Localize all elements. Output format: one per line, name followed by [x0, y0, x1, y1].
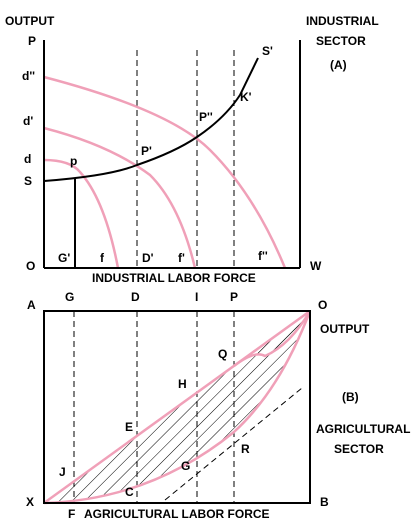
axis-title: INDUSTRIAL LABOR FORCE [92, 271, 256, 285]
axis-label: d'' [22, 69, 35, 83]
corner-label: X [26, 495, 34, 509]
axis-label: f'' [258, 249, 268, 263]
supply-curve [43, 57, 259, 182]
corner-label: B [320, 495, 329, 509]
top-label: P [230, 290, 238, 304]
panel-label: (A) [330, 58, 347, 72]
corner-label: O [318, 298, 327, 312]
point-label: S' [262, 44, 273, 58]
axis-title: AGRICULTURAL LABOR FORCE [84, 507, 270, 521]
corner-label: A [27, 298, 36, 312]
panel-b: A O X B F AGRICULTURAL LABOR FORCE G D I… [26, 290, 410, 521]
point-label: P' [141, 144, 152, 158]
axis-label: O [26, 259, 35, 273]
production-curve [43, 310, 312, 505]
sector-label: AGRICULTURAL [316, 422, 410, 436]
point-label: R [241, 442, 250, 456]
axis-label: f' [178, 251, 185, 265]
demand-curve-d [43, 158, 120, 269]
top-label: I [195, 290, 198, 304]
production-curve [233, 310, 312, 367]
frame [43, 310, 311, 504]
axis-label: f [100, 251, 105, 265]
panel-label: (B) [342, 390, 359, 404]
sector-label: SECTOR [334, 442, 384, 456]
axis-label: d [24, 152, 31, 166]
output-line [43, 309, 311, 505]
point-label: E [125, 420, 133, 434]
output-label: OUTPUT [320, 322, 370, 336]
corner-label: F [68, 507, 75, 521]
axis-label: d' [23, 114, 33, 128]
axis-label: D' [142, 251, 154, 265]
point-label: H [178, 377, 187, 391]
point-label: G [181, 459, 190, 473]
top-label: D [131, 290, 140, 304]
top-label: G [65, 290, 74, 304]
axis-label: G' [58, 251, 70, 265]
axis-title: OUTPUT [5, 14, 55, 28]
point-label: Q [218, 347, 227, 361]
point-label: P'' [199, 110, 213, 124]
axis-label: W [310, 259, 322, 273]
sector-label: INDUSTRIAL [306, 14, 379, 28]
point-label: C [125, 485, 134, 499]
point-label: J [59, 465, 66, 479]
demand-curve-d1 [43, 126, 197, 269]
demand-curve-d2 [43, 75, 287, 269]
panel-a: OUTPUT INDUSTRIAL SECTOR (A) INDUSTRIAL … [5, 14, 379, 285]
point-label: K' [240, 90, 252, 104]
axis-label: P [28, 34, 36, 48]
point-label: p [70, 154, 77, 168]
axis-label: S [24, 174, 32, 188]
sector-label: SECTOR [316, 34, 366, 48]
